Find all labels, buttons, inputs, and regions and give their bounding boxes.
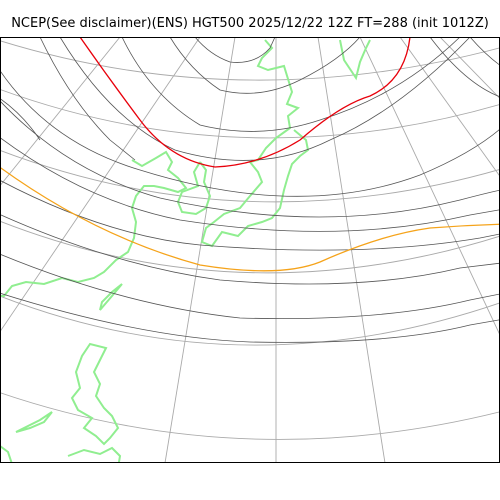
height-contours [0,37,500,343]
map-frame [0,37,500,463]
contour-orange [0,166,500,272]
coastlines [0,39,371,463]
graticule-latitudes [0,40,500,440]
graticule-meridians [0,37,500,463]
contour-red [79,37,411,168]
map-title: NCEP(See disclaimer)(ENS) HGT500 2025/12… [11,16,489,31]
